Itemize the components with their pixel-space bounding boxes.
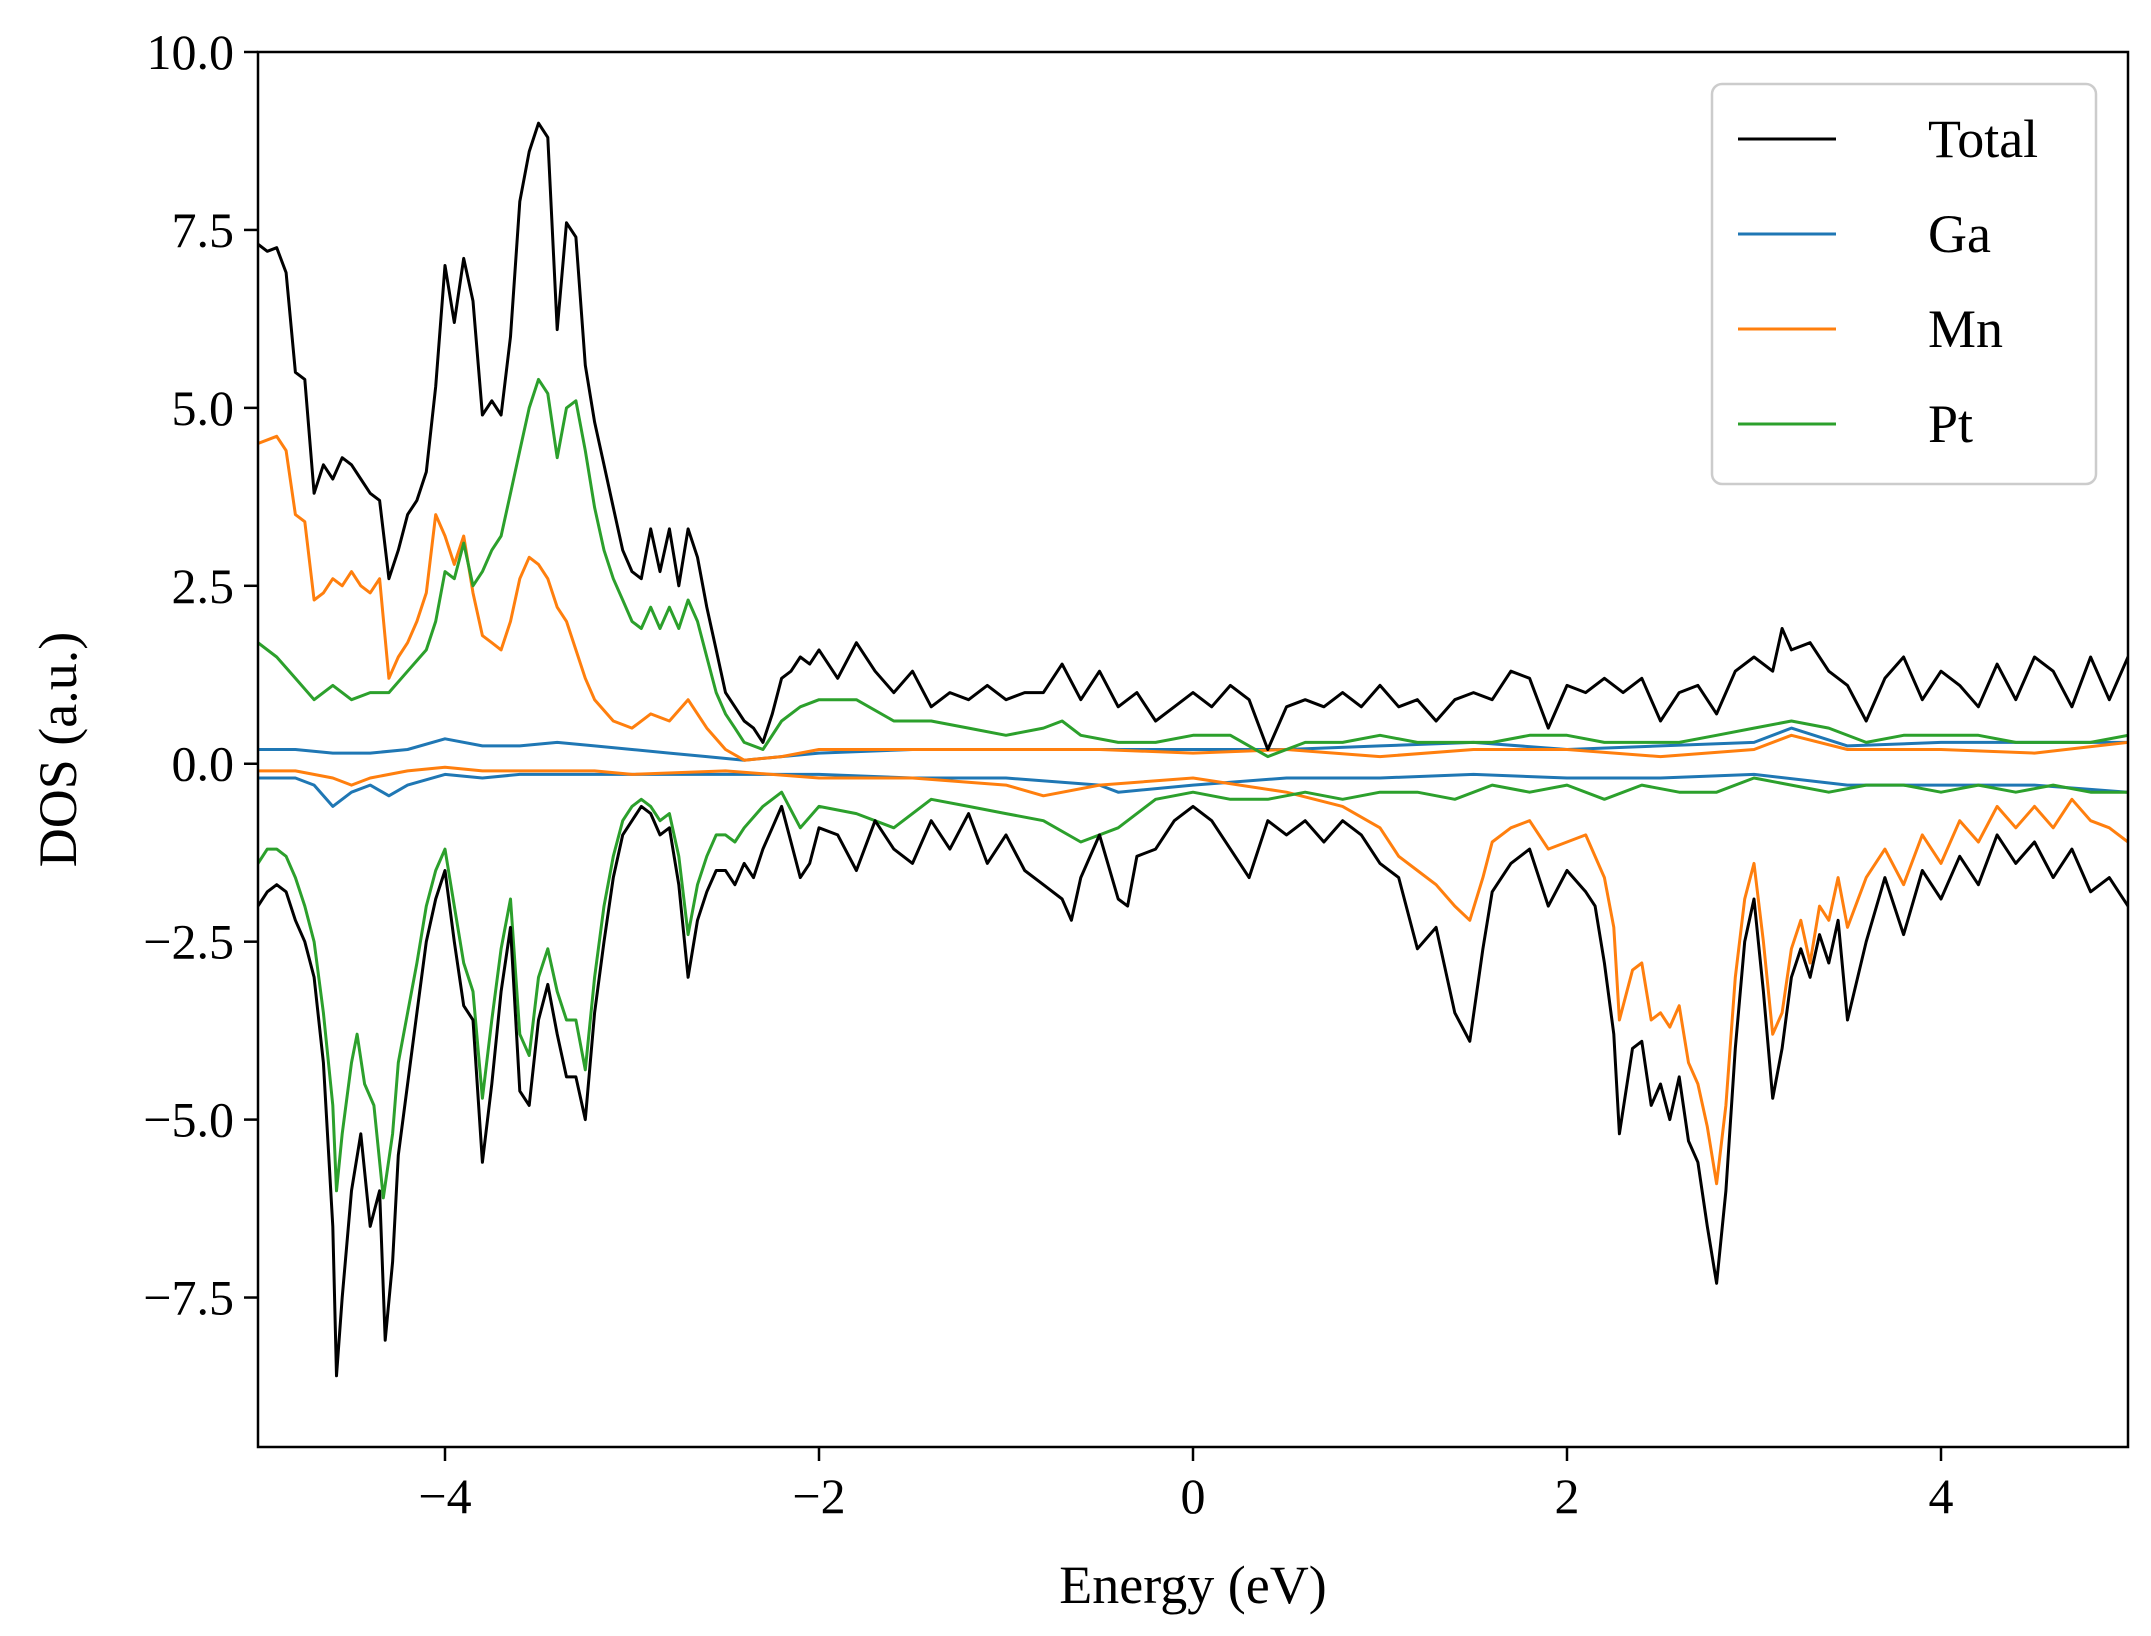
x-tick-label: 4 (1929, 1468, 1954, 1524)
series-line-mn-down (258, 765, 2128, 1186)
series-line-pt-up (258, 377, 2128, 759)
y-tick-label: −7.5 (143, 1270, 234, 1326)
series-line-total-down (258, 804, 2128, 1378)
y-tick-label: −5.0 (143, 1092, 234, 1148)
y-tick-label: 7.5 (172, 202, 235, 258)
series-line-total-up (258, 121, 2128, 751)
x-axis-label: Energy (eV) (1059, 1555, 1326, 1615)
x-axis-ticks: −4 −2 0 2 4 (418, 1447, 1954, 1524)
legend: Total Ga Mn Pt (1710, 82, 2098, 486)
y-tick-label: 5.0 (172, 380, 235, 436)
y-tick-label: −2.5 (143, 914, 234, 970)
x-tick-label: 0 (1181, 1468, 1206, 1524)
series-line-pt-down (258, 776, 2128, 1200)
legend-box (1710, 82, 2098, 486)
x-tick-label: 2 (1555, 1468, 1580, 1524)
x-tick-label: −4 (418, 1468, 471, 1524)
series-line-ga-up (258, 726, 2128, 762)
legend-label-total: Total (1928, 109, 2038, 169)
y-tick-label: 2.5 (172, 558, 235, 614)
y-axis-ticks: 10.0 7.5 5.0 2.5 0.0 −2.5 −5.0 −7.5 (143, 24, 258, 1326)
y-tick-label: 0.0 (172, 736, 235, 792)
legend-label-mn: Mn (1928, 299, 2003, 359)
y-axis-label: DOS (a.u.) (28, 632, 88, 867)
legend-label-ga: Ga (1928, 204, 1991, 264)
legend-label-pt: Pt (1928, 394, 1973, 454)
series-line-ga-down (258, 772, 2128, 808)
y-tick-label: 10.0 (147, 24, 235, 80)
series-layer (258, 121, 2128, 1378)
x-tick-label: −2 (792, 1468, 845, 1524)
